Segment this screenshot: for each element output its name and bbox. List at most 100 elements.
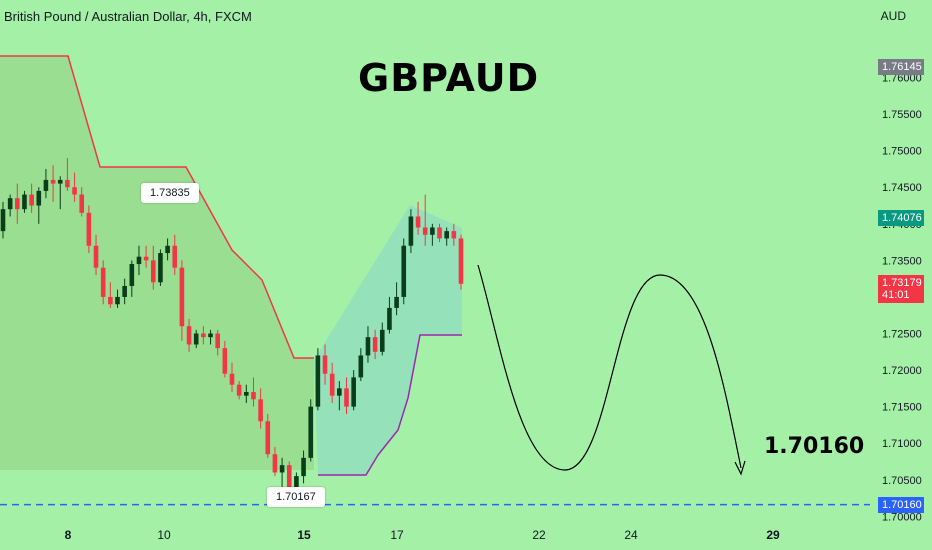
candle-body <box>115 296 120 305</box>
candle <box>179 260 185 341</box>
candle-body <box>129 264 135 286</box>
candle <box>172 234 178 275</box>
candle-body <box>222 348 228 374</box>
candle-body <box>301 457 306 477</box>
swing-high-callout: 1.73835 <box>141 183 199 203</box>
candle-body <box>7 198 13 210</box>
candle <box>458 234 464 290</box>
candle <box>165 238 170 261</box>
candle <box>86 205 92 254</box>
candle <box>65 157 70 191</box>
candle <box>251 377 256 407</box>
candle <box>394 282 399 316</box>
candle-body <box>344 388 349 407</box>
x-tick-label: 22 <box>532 528 546 542</box>
candle <box>108 282 113 308</box>
candle-body <box>322 355 328 374</box>
candle-body <box>65 179 70 188</box>
lower-band-line <box>318 334 462 476</box>
candle <box>136 245 142 275</box>
candle <box>150 245 156 290</box>
lower-band-fill <box>314 205 462 475</box>
candle-body <box>86 212 92 246</box>
candle-body <box>50 179 56 184</box>
upper-band-fill <box>0 56 314 470</box>
candle <box>93 234 99 275</box>
candle-body <box>265 421 271 455</box>
candle <box>43 168 49 199</box>
candle-body <box>408 216 414 246</box>
candle-body <box>430 227 435 235</box>
currency-label: AUD <box>880 9 906 23</box>
price-tag-last: 1.74076 <box>878 210 924 227</box>
candle-body <box>329 373 335 396</box>
candle <box>387 296 392 334</box>
candle-body <box>165 245 170 254</box>
candle <box>337 381 342 411</box>
candle-body <box>236 384 242 396</box>
candle-body <box>258 399 263 422</box>
y-tick-label: 1.73500 <box>882 255 922 267</box>
candle-body <box>458 238 464 284</box>
candle-body <box>208 333 213 338</box>
candle-body <box>401 245 407 297</box>
candle <box>258 388 263 429</box>
candle-body <box>108 296 113 305</box>
candle-body <box>179 267 185 327</box>
x-tick-label: 17 <box>390 528 404 542</box>
current-price-value: 1.73179 <box>882 276 922 289</box>
candle <box>201 326 206 345</box>
candle <box>215 329 220 356</box>
candle <box>444 227 449 246</box>
y-tick-label: 1.70500 <box>882 475 922 487</box>
candle-body <box>150 260 156 283</box>
candle-body <box>387 307 392 330</box>
candle <box>193 329 199 349</box>
candle-body <box>394 296 399 308</box>
candle <box>15 183 20 224</box>
candle <box>79 187 85 217</box>
candle-body <box>36 190 42 206</box>
candle-body <box>143 256 149 261</box>
candle <box>244 384 249 403</box>
candle <box>36 187 42 224</box>
candle-body <box>229 373 235 385</box>
candle-body <box>444 231 449 239</box>
y-tick-label: 1.76000 <box>882 73 922 85</box>
candle <box>344 377 349 414</box>
y-tick-label: 1.75000 <box>882 146 922 158</box>
candle-body <box>122 285 127 297</box>
candle <box>7 194 13 217</box>
candle <box>451 223 457 246</box>
candle-body <box>79 194 85 213</box>
x-tick-label: 8 <box>65 528 72 542</box>
candlestick-series <box>0 157 464 504</box>
channel-bands <box>0 55 462 476</box>
candle-body <box>308 406 314 458</box>
candle <box>308 399 314 462</box>
candle-body <box>372 337 378 352</box>
swing-low-callout: 1.70167 <box>267 487 325 507</box>
time-axis: 8 10 15 17 22 24 29 <box>65 528 780 542</box>
projection-path <box>477 264 746 476</box>
y-tick-label: 1.72000 <box>882 365 922 377</box>
candle <box>29 183 34 213</box>
candle <box>115 289 120 308</box>
candle-body <box>422 227 428 235</box>
candle <box>315 348 321 411</box>
candle <box>301 450 306 484</box>
candle <box>351 370 356 411</box>
candle <box>236 381 242 400</box>
candle-body <box>351 377 356 407</box>
candle <box>186 318 192 352</box>
x-tick-label: 15 <box>297 528 311 542</box>
candle-countdown: 41:01 <box>882 288 910 301</box>
x-tick-label: 24 <box>624 528 638 542</box>
price-tag-target: 1.70160 <box>878 496 924 513</box>
candle <box>372 329 378 360</box>
candle-body <box>29 194 34 206</box>
candle-body <box>286 465 292 495</box>
candle <box>57 176 63 210</box>
candle-body <box>315 355 321 407</box>
